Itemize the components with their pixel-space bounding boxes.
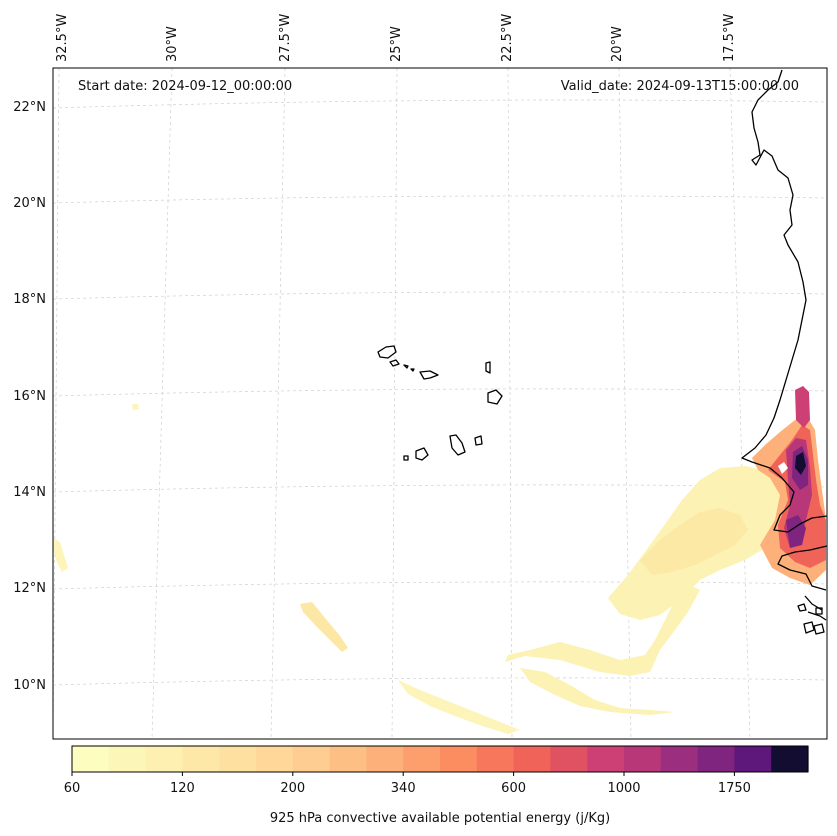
lat-label: 20°N — [13, 196, 46, 211]
island-cape-verde-9 — [415, 447, 429, 461]
latitude-labels: 22°N 20°N 18°N 16°N 14°N 12°N 10°N — [13, 100, 46, 693]
colorbar-segment — [550, 746, 588, 772]
island-cape-verde-3 — [403, 364, 409, 369]
lat-label: 18°N — [13, 292, 46, 307]
colorbar-segment — [771, 746, 809, 772]
island-cape-verde-7 — [487, 389, 503, 405]
cape-region-coast-north-spike — [795, 386, 810, 428]
colorbar-tick-label: 60 — [64, 781, 81, 796]
cape-region-inner-band — [640, 508, 748, 575]
lon-label: 20°W — [610, 26, 625, 62]
lon-label: 27.5°W — [278, 14, 293, 62]
colorbar-segment — [440, 746, 478, 772]
graticule — [52, 67, 828, 740]
cape-field — [53, 386, 826, 734]
lat-label: 16°N — [13, 389, 46, 404]
island-cape-verde-6 — [485, 361, 491, 374]
lat-label: 10°N — [13, 678, 46, 693]
cape-region-left-edge — [53, 538, 68, 572]
colorbar-segment — [697, 746, 735, 772]
colorbar-tick-label: 120 — [170, 781, 195, 796]
longitude-labels: 32.5°W 30°W 27.5°W 25°W 22.5°W 20°W 17.5… — [55, 14, 737, 62]
island-cape-verde-11 — [474, 435, 483, 446]
colorbar-segment — [734, 746, 772, 772]
colorbar: 60 120 200 340 600 1000 1750 925 hPa convectiv… — [64, 745, 809, 826]
lon-label: 25°W — [389, 26, 404, 62]
start-date-label: Start date: 2024-09-12_00:00:00 — [78, 79, 292, 94]
cape-region-south-strip — [520, 668, 675, 715]
lon-label: 17.5°W — [722, 14, 737, 62]
island-cape-verde-8 — [403, 455, 409, 461]
colorbar-title: 925 hPa convective available potential e… — [270, 811, 610, 826]
colorbar-tick-label: 200 — [280, 781, 305, 796]
colorbar-tick-label: 600 — [501, 781, 526, 796]
coastlines — [377, 69, 828, 635]
colorbar-border — [71, 745, 809, 773]
island-bissagos-3 — [803, 621, 815, 634]
cape-region-coast-gap — [778, 462, 788, 474]
island-cape-verde-4 — [410, 368, 415, 372]
map-area — [53, 68, 827, 739]
colorbar-segment — [219, 746, 257, 772]
cape-region-speck — [132, 404, 139, 410]
lat-label: 14°N — [13, 485, 46, 500]
colorbar-segment — [624, 746, 662, 772]
colorbar-segment — [292, 746, 331, 772]
cape-region-coast-core — [795, 452, 806, 475]
cape-region-southwest-streak — [398, 680, 520, 734]
colorbar-segment — [108, 746, 147, 772]
colorbar-segments — [72, 746, 809, 772]
colorbar-segment — [72, 746, 110, 772]
cape-region-south-tongue — [505, 585, 700, 676]
map-border — [52, 67, 828, 740]
colorbar-tick-label: 1750 — [718, 781, 751, 796]
colorbar-segment — [476, 746, 515, 772]
lon-label: 22.5°W — [500, 14, 515, 62]
island-bissagos-2 — [815, 607, 823, 615]
colorbar-segment — [329, 746, 367, 772]
island-bissagos-1 — [797, 603, 807, 612]
island-bissagos-4 — [813, 623, 825, 635]
african-coastline — [741, 69, 828, 621]
lon-label: 30°W — [165, 26, 180, 62]
colorbar-ticks: 60 120 200 340 600 1000 1750 — [64, 772, 751, 796]
colorbar-tick-label: 1000 — [607, 781, 640, 796]
colorbar-tick-label: 340 — [391, 781, 416, 796]
valid-date-label: Valid_date: 2024-09-13T15:00:00.00 — [561, 79, 799, 94]
lon-label: 32.5°W — [55, 14, 70, 62]
island-cape-verde-2 — [389, 359, 400, 367]
island-cape-verde-10 — [449, 434, 466, 456]
island-cape-verde-1 — [377, 345, 397, 359]
cape-region-west-streak — [300, 602, 348, 652]
colorbar-segment — [660, 746, 699, 772]
colorbar-segment — [145, 746, 183, 772]
lat-label: 22°N — [13, 100, 46, 115]
colorbar-segment — [513, 746, 551, 772]
colorbar-segment — [403, 746, 441, 772]
lat-label: 12°N — [13, 581, 46, 596]
island-cape-verde-5 — [419, 370, 439, 380]
colorbar-segment — [587, 746, 625, 772]
colorbar-segment — [256, 746, 294, 772]
colorbar-segment — [366, 746, 404, 772]
colorbar-segment — [182, 746, 220, 772]
